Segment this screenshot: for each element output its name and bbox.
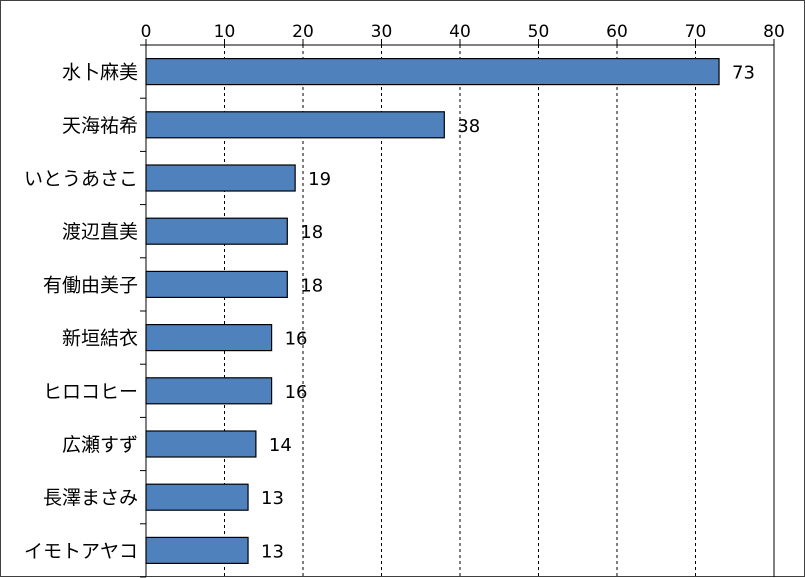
category-label-2: いとうあさこ	[24, 168, 138, 190]
x-tick-label-50: 50	[528, 22, 550, 42]
bar-7	[145, 430, 257, 458]
bar-6	[145, 377, 273, 405]
data-label-6: 16	[285, 382, 308, 403]
category-label-1: 天海祐希	[62, 115, 138, 137]
x-tick-label-10: 10	[214, 22, 236, 42]
bar-9	[145, 536, 249, 565]
x-tick-label-80: 80	[763, 22, 785, 42]
data-label-4: 18	[300, 275, 323, 296]
bar-8	[145, 483, 249, 511]
data-label-9: 13	[261, 541, 284, 562]
category-label-6: ヒロコヒー	[43, 381, 138, 403]
data-label-8: 13	[261, 488, 284, 509]
x-tick-label-60: 60	[606, 22, 628, 42]
data-label-7: 14	[269, 435, 292, 456]
x-tick-label-40: 40	[449, 22, 471, 42]
category-label-8: 長澤まさみ	[43, 487, 138, 509]
x-tick-label-30: 30	[371, 22, 393, 42]
category-label-3: 渡辺直美	[62, 221, 138, 243]
category-label-0: 水卜麻美	[62, 62, 138, 84]
x-tick-label-70: 70	[685, 22, 707, 42]
bar-3	[145, 217, 288, 245]
x-tick-label-0: 0	[141, 22, 152, 42]
data-label-3: 18	[300, 222, 323, 243]
data-label-5: 16	[285, 329, 308, 350]
bar-1	[145, 111, 445, 139]
bar-4	[145, 270, 288, 298]
data-label-2: 19	[308, 169, 331, 190]
x-tick-label-20: 20	[292, 22, 314, 42]
category-label-5: 新垣結衣	[62, 328, 138, 350]
data-label-0: 73	[732, 63, 755, 84]
category-label-9: イモトアヤコ	[24, 540, 138, 562]
data-label-1: 38	[457, 116, 480, 137]
category-label-4: 有働由美子	[43, 274, 138, 296]
bar-5	[145, 324, 273, 352]
bar-0	[145, 57, 720, 86]
category-label-7: 広瀬すず	[62, 434, 138, 456]
bar-2	[145, 164, 296, 192]
